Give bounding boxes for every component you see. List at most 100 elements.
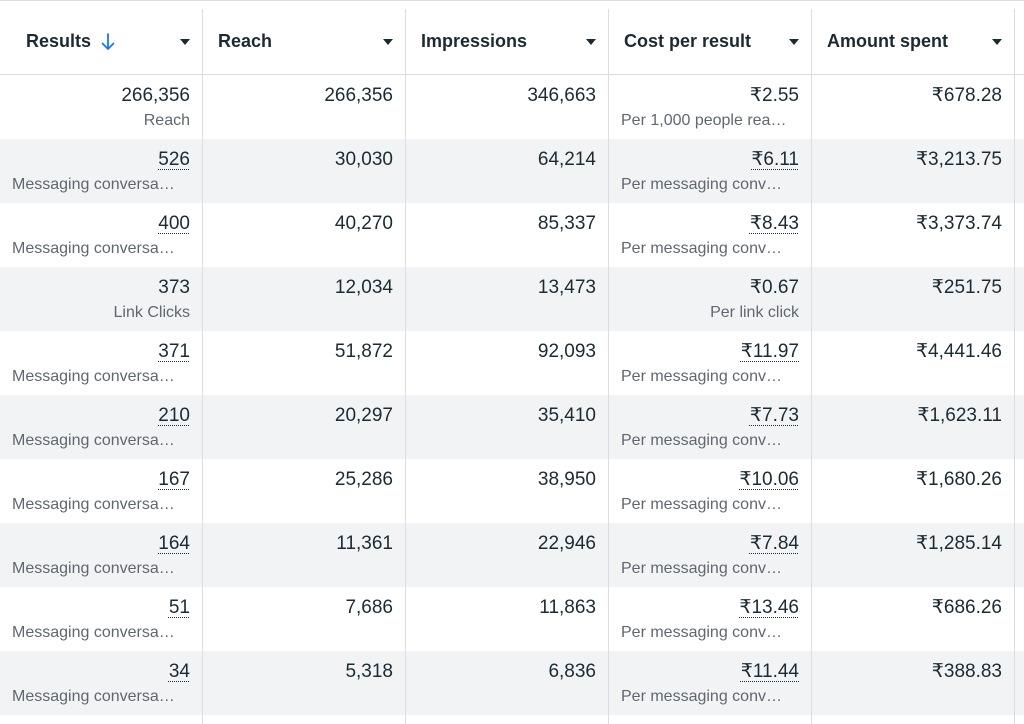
cell-value[interactable]: 34 xyxy=(168,661,190,682)
table-cell: 12,034 xyxy=(203,267,405,331)
cell-value[interactable]: 526 xyxy=(158,149,190,170)
cell-value[interactable]: 164 xyxy=(158,533,190,554)
cell-value: ₹251.75 xyxy=(931,277,1002,298)
arrow-down-icon[interactable] xyxy=(101,32,115,51)
chevron-down-icon[interactable] xyxy=(789,38,799,45)
column-header-label: Impressions xyxy=(421,31,528,51)
table-cell: 373 Link Clicks xyxy=(0,267,202,331)
chevron-down-icon[interactable] xyxy=(992,38,1002,45)
table-cell: ₹1,623.11 xyxy=(812,395,1014,459)
cell-value: ₹1,285.14 xyxy=(915,533,1002,554)
table-cell: 371 Messaging conversa… xyxy=(0,331,202,395)
cell-value: ₹1,623.11 xyxy=(917,405,1002,426)
column-header-results[interactable]: Results xyxy=(0,9,202,74)
cell-value: 13,473 xyxy=(537,277,596,298)
table-cell: ₹1,680.26 xyxy=(812,459,1014,523)
table-cell: 22,946 xyxy=(406,523,608,587)
cell-subtext: Messaging conversa… xyxy=(12,624,175,641)
cell-value: 30,030 xyxy=(334,149,393,170)
chevron-down-icon[interactable] xyxy=(383,38,393,45)
cell-value: 5,318 xyxy=(345,661,393,682)
cell-value: ₹1,680.26 xyxy=(915,469,1002,490)
column-divider[interactable] xyxy=(1014,9,1015,724)
table-row[interactable]: 371 Messaging conversa… 51,872 92,093 ₹11.97… xyxy=(0,331,1024,395)
cell-value: 6,836 xyxy=(548,661,596,682)
cell-value: 92,093 xyxy=(537,341,596,362)
table-cell: 346,663 xyxy=(406,75,608,139)
column-header-amount-spent[interactable]: Amount spent xyxy=(812,9,1014,74)
cell-value: 7,686 xyxy=(345,597,393,618)
table-cell: ₹13.46 Per messaging conv… xyxy=(609,587,811,651)
column-header-reach[interactable]: Reach xyxy=(203,9,405,74)
cell-value[interactable]: ₹7.73 xyxy=(749,405,799,426)
cell-value: 373 xyxy=(158,277,190,298)
table-cell: 13,473 xyxy=(406,267,608,331)
cell-value[interactable]: ₹11.97 xyxy=(740,341,799,362)
cell-value[interactable]: 400 xyxy=(158,213,190,234)
chevron-down-icon[interactable] xyxy=(586,38,596,45)
chevron-down-icon[interactable] xyxy=(180,38,190,45)
column-divider[interactable] xyxy=(608,9,609,724)
column-header-label: Reach xyxy=(218,31,273,51)
table-cell: 167 Messaging conversa… xyxy=(0,459,202,523)
table-cell: ₹686.26 xyxy=(812,587,1014,651)
cell-value[interactable]: ₹11.44 xyxy=(740,661,799,682)
table-cell: 40,270 xyxy=(203,203,405,267)
cell-value: ₹2.55 xyxy=(749,85,799,106)
table-cell: ₹0.67 Per link click xyxy=(609,267,811,331)
cell-value: ₹678.28 xyxy=(931,85,1002,106)
table-cell: 51,872 xyxy=(203,331,405,395)
table-cell: ₹6.11 Per messaging conv… xyxy=(609,139,811,203)
cell-value: 51,872 xyxy=(334,341,393,362)
cell-value: 266,356 xyxy=(324,85,393,106)
cell-subtext: Per 1,000 people rea… xyxy=(621,112,787,129)
cell-subtext: Per messaging conv… xyxy=(621,496,782,513)
cell-subtext: Messaging conversa… xyxy=(12,368,175,385)
cell-value[interactable]: 210 xyxy=(158,405,190,426)
table-row[interactable]: 164 Messaging conversa… 11,361 22,946 ₹7.84 P… xyxy=(0,523,1024,587)
table-row[interactable]: 167 Messaging conversa… 25,286 38,950 ₹10.06… xyxy=(0,459,1024,523)
cell-value: 266,356 xyxy=(121,85,190,106)
cell-subtext: Per messaging conv… xyxy=(621,688,782,705)
cell-value[interactable]: ₹8.43 xyxy=(749,213,799,234)
table-row[interactable]: 51 Messaging conversa… 7,686 11,863 ₹13.46 Pe… xyxy=(0,587,1024,651)
table-row[interactable]: 400 Messaging conversa… 40,270 85,337 ₹8.43 P… xyxy=(0,203,1024,267)
cell-value[interactable]: 167 xyxy=(158,469,190,490)
cell-value[interactable]: ₹7.84 xyxy=(749,533,799,554)
column-divider[interactable] xyxy=(202,9,203,724)
table-row[interactable]: 210 Messaging conversa… 20,297 35,410 ₹7.73 P… xyxy=(0,395,1024,459)
cell-value: 25,286 xyxy=(334,469,393,490)
cell-value[interactable]: 371 xyxy=(158,341,190,362)
column-divider[interactable] xyxy=(811,9,812,724)
table-cell: ₹3,213.75 xyxy=(812,139,1014,203)
cell-value[interactable]: ₹6.11 xyxy=(751,149,799,170)
table-cell: 5,318 xyxy=(203,651,405,715)
table-cell: ₹11.44 Per messaging conv… xyxy=(609,651,811,715)
table-row[interactable]: 34 Messaging conversa… 5,318 6,836 ₹11.44 Per… xyxy=(0,651,1024,715)
cell-value: ₹0.67 xyxy=(749,277,799,298)
cell-value: ₹388.83 xyxy=(931,661,1002,682)
table-cell: ₹3,373.74 xyxy=(812,203,1014,267)
cell-subtext: Messaging conversa… xyxy=(12,496,175,513)
table-cell: 526 Messaging conversa… xyxy=(0,139,202,203)
table-row[interactable]: 526 Messaging conversa… 30,030 64,214 ₹6.11 P… xyxy=(0,139,1024,203)
table-row[interactable]: 266,356 Reach 266,356 346,663 ₹2.55 Per 1,000… xyxy=(0,75,1024,139)
cell-subtext: Messaging conversa… xyxy=(12,560,175,577)
cell-value[interactable]: ₹10.06 xyxy=(739,469,799,490)
cell-value: 35,410 xyxy=(537,405,596,426)
column-divider[interactable] xyxy=(405,9,406,724)
column-header-cost-per-result[interactable]: Cost per result xyxy=(609,9,811,74)
table-cell: 11,361 xyxy=(203,523,405,587)
column-header-impressions[interactable]: Impressions xyxy=(406,9,608,74)
table-cell: 51 Messaging conversa… xyxy=(0,587,202,651)
cell-value[interactable]: ₹13.46 xyxy=(739,597,799,618)
cell-subtext: Reach xyxy=(143,112,190,129)
table-row[interactable]: 373 Link Clicks 12,034 13,473 ₹0.67 Per link … xyxy=(0,267,1024,331)
column-header-label: Amount spent xyxy=(827,31,948,51)
cell-value: 11,361 xyxy=(336,533,393,554)
cell-value[interactable]: 51 xyxy=(168,597,190,618)
cell-value: 12,034 xyxy=(334,277,393,298)
table-cell: ₹388.83 xyxy=(812,651,1014,715)
table-cell: ₹8.43 Per messaging conv… xyxy=(609,203,811,267)
